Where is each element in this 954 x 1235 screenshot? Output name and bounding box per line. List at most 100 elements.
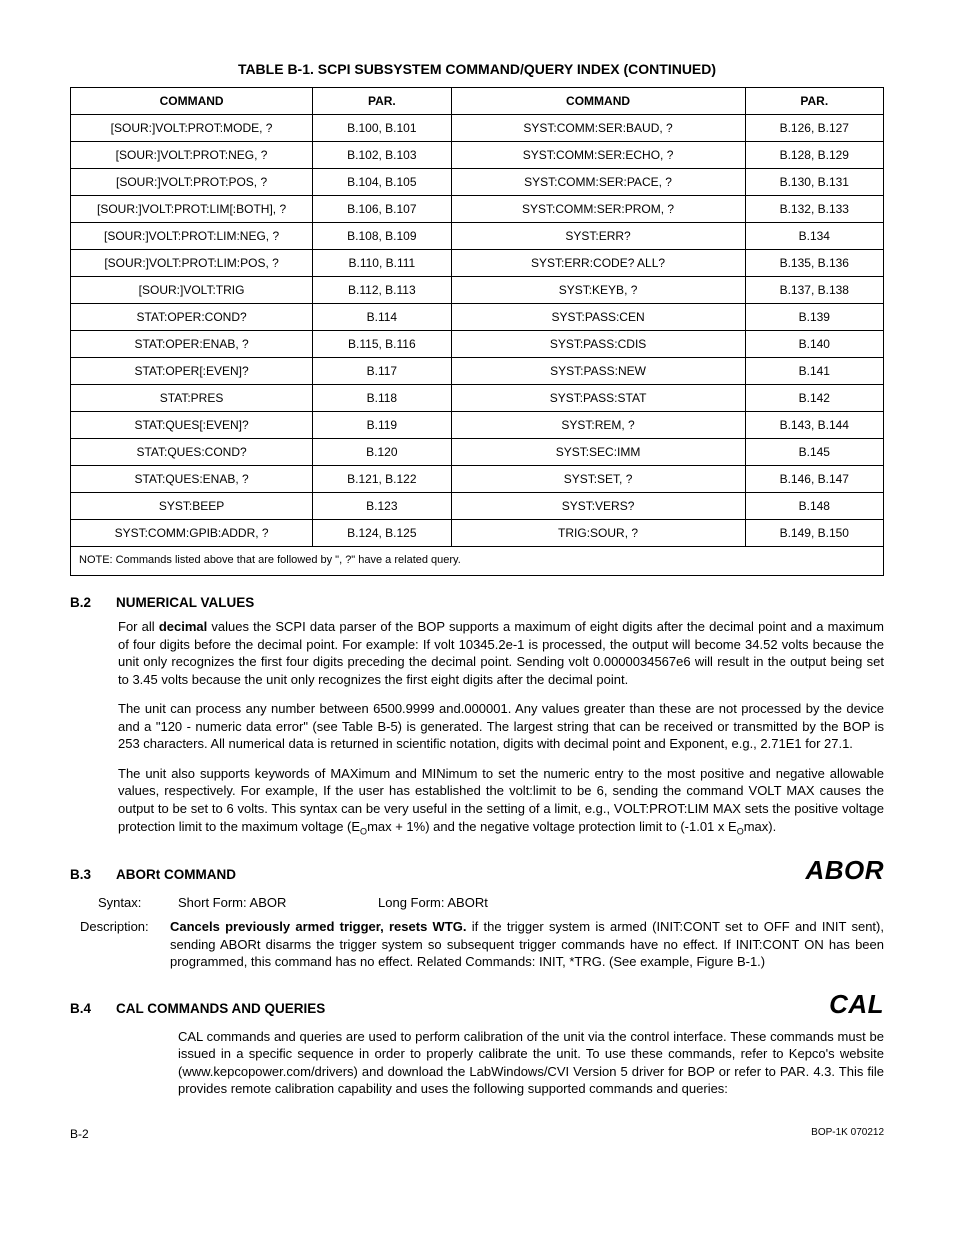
table-cell: SYST:COMM:SER:PACE, ? (451, 168, 745, 195)
table-cell: B.132, B.133 (745, 195, 883, 222)
table-cell: SYST:COMM:SER:PROM, ? (451, 195, 745, 222)
table-cell: B.104, B.105 (313, 168, 451, 195)
table-cell: [SOUR:]VOLT:PROT:MODE, ? (71, 114, 313, 141)
table-cell: [SOUR:]VOLT:PROT:LIM:NEG, ? (71, 222, 313, 249)
table-row: SYST:BEEPB.123SYST:VERS?B.148 (71, 492, 884, 519)
scpi-table: COMMAND PAR. COMMAND PAR. [SOUR:]VOLT:PR… (70, 87, 884, 576)
b4-para-1: CAL commands and queries are used to per… (178, 1028, 884, 1098)
table-cell: STAT:QUES:COND? (71, 438, 313, 465)
b2-sub-2: O (737, 826, 744, 836)
table-cell: SYST:COMM:SER:ECHO, ? (451, 141, 745, 168)
table-note-row: NOTE: Commands listed above that are fol… (71, 546, 884, 575)
table-cell: SYST:ERR? (451, 222, 745, 249)
b3-short-form: Short Form: ABOR (178, 894, 378, 912)
table-row: STAT:QUES[:EVEN]?B.119SYST:REM, ?B.143, … (71, 411, 884, 438)
table-row: [SOUR:]VOLT:PROT:LIM:POS, ?B.110, B.111S… (71, 249, 884, 276)
table-cell: B.123 (313, 492, 451, 519)
table-cell: SYST:PASS:CEN (451, 303, 745, 330)
table-row: STAT:PRESB.118SYST:PASS:STATB.142 (71, 384, 884, 411)
table-cell: B.119 (313, 411, 451, 438)
table-cell: B.115, B.116 (313, 330, 451, 357)
table-cell: B.139 (745, 303, 883, 330)
table-cell: B.114 (313, 303, 451, 330)
table-cell: B.141 (745, 357, 883, 384)
section-b3-num: B.3 (70, 866, 116, 884)
table-cell: SYST:SEC:IMM (451, 438, 745, 465)
th-par-2: PAR. (745, 87, 883, 114)
table-cell: SYST:ERR:CODE? ALL? (451, 249, 745, 276)
table-row: [SOUR:]VOLT:PROT:NEG, ?B.102, B.103SYST:… (71, 141, 884, 168)
table-cell: SYST:VERS? (451, 492, 745, 519)
table-cell: B.140 (745, 330, 883, 357)
table-cell: B.143, B.144 (745, 411, 883, 438)
table-row: SYST:COMM:GPIB:ADDR, ?B.124, B.125TRIG:S… (71, 519, 884, 546)
table-cell: B.117 (313, 357, 451, 384)
table-row: STAT:OPER[:EVEN]?B.117SYST:PASS:NEWB.141 (71, 357, 884, 384)
table-note-cell: NOTE: Commands listed above that are fol… (71, 546, 884, 575)
th-command-2: COMMAND (451, 87, 745, 114)
table-cell: SYST:KEYB, ? (451, 276, 745, 303)
table-cell: SYST:COMM:GPIB:ADDR, ? (71, 519, 313, 546)
b3-syntax-row: Syntax: Short Form: ABOR Long Form: ABOR… (98, 894, 884, 912)
table-cell: STAT:OPER[:EVEN]? (71, 357, 313, 384)
table-cell: [SOUR:]VOLT:PROT:LIM:POS, ? (71, 249, 313, 276)
table-row: [SOUR:]VOLT:PROT:POS, ?B.104, B.105SYST:… (71, 168, 884, 195)
table-cell: STAT:OPER:COND? (71, 303, 313, 330)
b3-syntax-label: Syntax: (98, 894, 178, 912)
table-cell: B.118 (313, 384, 451, 411)
table-row: [SOUR:]VOLT:PROT:LIM:NEG, ?B.108, B.109S… (71, 222, 884, 249)
table-cell: B.146, B.147 (745, 465, 883, 492)
b2-p1-c: values the SCPI data parser of the BOP s… (118, 619, 884, 687)
table-cell: B.121, B.122 (313, 465, 451, 492)
table-cell: B.142 (745, 384, 883, 411)
table-cell: B.135, B.136 (745, 249, 883, 276)
th-par-1: PAR. (313, 87, 451, 114)
table-cell: B.102, B.103 (313, 141, 451, 168)
table-cell: B.134 (745, 222, 883, 249)
table-row: STAT:QUES:ENAB, ?B.121, B.122SYST:SET, ?… (71, 465, 884, 492)
table-cell: B.126, B.127 (745, 114, 883, 141)
section-b2-title: NUMERICAL VALUES (116, 594, 884, 612)
b2-para-3: The unit also supports keywords of MAXim… (118, 765, 884, 837)
table-row: STAT:QUES:COND?B.120SYST:SEC:IMMB.145 (71, 438, 884, 465)
table-cell: B.124, B.125 (313, 519, 451, 546)
section-b3-header: B.3 ABORt COMMAND ABOR (70, 853, 884, 888)
table-cell: B.149, B.150 (745, 519, 883, 546)
footer-right: BOP-1K 070212 (811, 1126, 884, 1142)
table-cell: SYST:PASS:NEW (451, 357, 745, 384)
table-cell: SYST:SET, ? (451, 465, 745, 492)
table-cell: [SOUR:]VOLT:PROT:NEG, ? (71, 141, 313, 168)
th-command-1: COMMAND (71, 87, 313, 114)
table-cell: B.148 (745, 492, 883, 519)
table-cell: B.120 (313, 438, 451, 465)
table-header-row: COMMAND PAR. COMMAND PAR. (71, 87, 884, 114)
table-cell: B.100, B.101 (313, 114, 451, 141)
b2-p3-b: max + 1%) and the negative voltage prote… (367, 819, 737, 834)
table-cell: B.130, B.131 (745, 168, 883, 195)
table-cell: [SOUR:]VOLT:PROT:POS, ? (71, 168, 313, 195)
table-cell: SYST:PASS:CDIS (451, 330, 745, 357)
section-b4-title: CAL COMMANDS AND QUERIES (116, 1000, 829, 1018)
b2-para-2: The unit can process any number between … (118, 700, 884, 753)
table-row: [SOUR:]VOLT:PROT:MODE, ?B.100, B.101SYST… (71, 114, 884, 141)
section-b4-tag: CAL (829, 987, 884, 1022)
b3-desc-text: Cancels previously armed trigger, resets… (170, 918, 884, 971)
table-row: [SOUR:]VOLT:PROT:LIM[:BOTH], ?B.106, B.1… (71, 195, 884, 222)
b2-p1-b: decimal (159, 619, 207, 634)
b2-p1-a: For all (118, 619, 159, 634)
table-title: TABLE B-1. SCPI SUBSYSTEM COMMAND/QUERY … (70, 60, 884, 79)
table-cell: [SOUR:]VOLT:PROT:LIM[:BOTH], ? (71, 195, 313, 222)
table-cell: STAT:QUES:ENAB, ? (71, 465, 313, 492)
table-cell: B.112, B.113 (313, 276, 451, 303)
table-cell: B.137, B.138 (745, 276, 883, 303)
table-cell: [SOUR:]VOLT:TRIG (71, 276, 313, 303)
table-cell: STAT:QUES[:EVEN]? (71, 411, 313, 438)
table-cell: SYST:BEEP (71, 492, 313, 519)
b2-p3-c: max). (744, 819, 777, 834)
b3-desc-label: Description: (80, 918, 170, 971)
footer-left: B-2 (70, 1126, 89, 1142)
b2-sub-1: O (360, 826, 367, 836)
table-cell: SYST:COMM:SER:BAUD, ? (451, 114, 745, 141)
table-row: STAT:OPER:COND?B.114SYST:PASS:CENB.139 (71, 303, 884, 330)
page-footer: B-2 BOP-1K 070212 (70, 1126, 884, 1142)
